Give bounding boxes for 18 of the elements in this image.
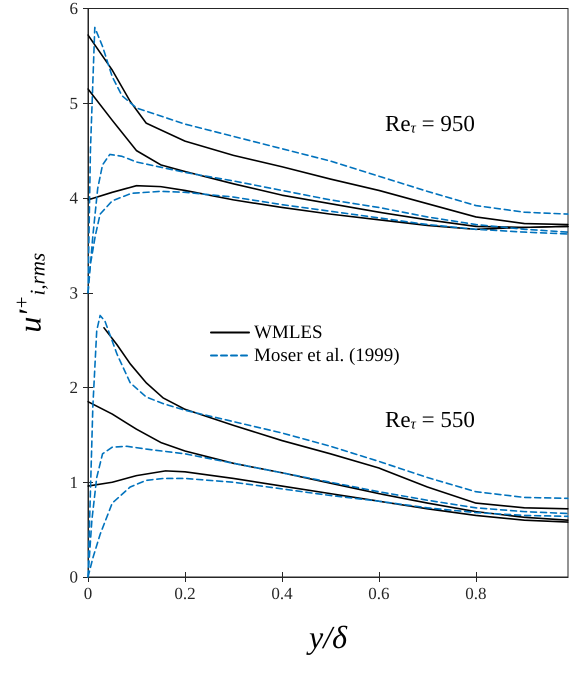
annotation: Reτ = 950 bbox=[385, 111, 475, 136]
y-axis-title: u′+i,rms bbox=[10, 252, 50, 333]
y-tick-label: 2 bbox=[70, 378, 78, 397]
legend-label: Moser et al. (1999) bbox=[254, 345, 400, 366]
x-tick-label: 0 bbox=[84, 584, 92, 603]
x-tick-label: 0.2 bbox=[174, 584, 196, 603]
x-axis-title: y/δ bbox=[306, 619, 348, 655]
y-tick-label: 6 bbox=[70, 0, 78, 18]
legend-label: WMLES bbox=[254, 322, 323, 343]
y-tick-label: 4 bbox=[70, 188, 78, 208]
y-tick-label: 1 bbox=[70, 472, 78, 492]
x-tick-label: 0.8 bbox=[465, 584, 487, 603]
y-tick-label: 0 bbox=[70, 568, 78, 586]
annotation: Reτ = 550 bbox=[385, 407, 475, 432]
y-tick-label: 3 bbox=[70, 283, 78, 302]
y-tick-label: 5 bbox=[70, 94, 78, 113]
x-tick-label: 0.6 bbox=[368, 584, 390, 603]
x-tick-label: 0.4 bbox=[271, 584, 294, 603]
